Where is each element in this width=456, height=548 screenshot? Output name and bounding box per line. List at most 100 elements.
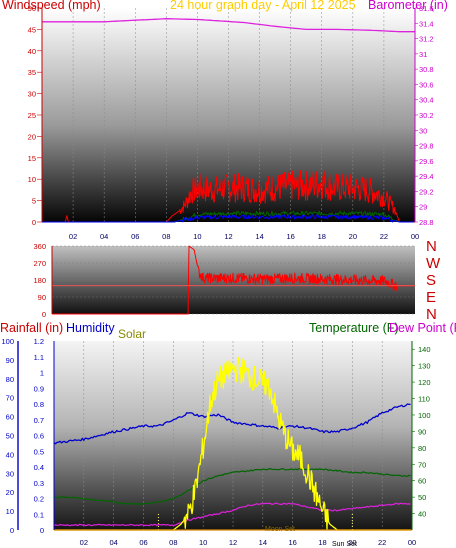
wind-x-tick-label: 00 [411,232,419,241]
direction-label-n-bottom: N [426,306,437,323]
direction-tick-label: 360 [33,242,46,251]
barometer-tick-label: 30.8 [419,65,434,74]
windspeed-tick-label: 15 [28,154,36,163]
humidity-axis-label: Humidity [66,321,115,335]
temperature-tick-label: 120 [418,378,431,387]
humidity-tick-label: 70 [6,394,14,403]
wind-x-tick-label: 04 [100,232,108,241]
barometer-tick-label: 29 [419,203,427,212]
wind-x-tick-label: 16 [286,232,294,241]
humidity-line [53,403,411,445]
direction-tick-label: 180 [33,276,46,285]
climate-x-tick-label: 00 [408,538,416,547]
wind-direction-line [52,245,415,315]
moon-set-annotation: Moon Set [265,526,295,533]
rainfall-tick-label: 0.5 [34,447,44,456]
barometer-tick-label: 31.4 [419,19,434,28]
wind-x-tick-label: 02 [69,232,77,241]
solar-axis-label: Solar [118,327,147,341]
rainfall-tick-label: 0.6 [34,432,44,441]
climate-x-tick-label: 02 [80,538,88,547]
temperature-axis-label: Temperature (F) [309,321,399,335]
direction-tick-label: 270 [33,259,46,268]
temperature-tick-label: 110 [418,395,430,404]
climate-x-tick-label: 18 [318,538,326,547]
barometer-tick-label: 28.8 [419,218,434,227]
temperature-tick-label: 50 [418,493,426,502]
barometer-tick-label: 29.4 [419,172,434,181]
humidity-tick-label: 30 [6,469,14,478]
direction-label-w: W [426,255,441,272]
humidity-tick-label: 100 [1,337,14,346]
temperature-tick-label: 90 [418,427,426,436]
windspeed-tick-label: 30 [28,90,36,99]
temperature-tick-label: 140 [418,345,431,354]
direction-tick-label: 90 [38,293,46,302]
humidity-tick-label: 10 [6,507,14,516]
temperature-tick-label: 70 [418,460,426,469]
rainfall-tick-label: 0.4 [34,463,44,472]
wind-x-tick-label: 14 [255,232,263,241]
rainfall-tick-label: 0.3 [34,479,44,488]
temperature-tick-label: 60 [418,477,426,486]
wind-x-tick-label: 06 [131,232,139,241]
wind-speed-line [42,214,415,223]
barometer-tick-label: 31.2 [419,35,434,44]
humidity-tick-label: 50 [6,432,14,441]
wind-x-tick-label: 12 [224,232,232,241]
windspeed-tick-label: 50 [28,4,36,13]
windspeed-tick-label: 10 [28,175,36,184]
barometer-tick-label: 30.4 [419,96,434,105]
climate-x-tick-label: 08 [169,538,177,547]
barometer-tick-label: 31.6 [419,4,434,13]
temperature-tick-label: 40 [418,510,426,519]
humidity-tick-label: 80 [6,375,14,384]
wind-x-tick-label: 18 [318,232,326,241]
direction-label-s: S [426,272,437,289]
humidity-tick-label: 40 [6,450,14,459]
barometer-tick-label: 30.6 [419,80,434,89]
windspeed-tick-label: 20 [28,132,36,141]
temperature-tick-label: 130 [418,362,431,371]
barometer-line [42,18,415,33]
barometer-tick-label: 29.2 [419,187,434,196]
direction-tick-label: 0 [42,310,46,319]
windspeed-tick-label: 35 [28,68,36,77]
climate-x-tick-label: 22 [378,538,386,547]
climate-x-tick-label: 20 [348,538,356,547]
wind-panel-background [42,8,415,222]
dewpoint-axis-label: Dew Point (F) [389,321,456,335]
climate-x-tick-label: 06 [139,538,147,547]
temperature-tick-label: 100 [418,411,431,420]
rainfall-tick-label: 1.2 [34,337,44,346]
wind-x-tick-label: 22 [380,232,388,241]
rainfall-tick-label: 0 [40,526,44,535]
dew-point-line [53,502,411,527]
wind-x-tick-label: 08 [162,232,170,241]
humidity-tick-label: 0 [10,526,14,535]
climate-x-tick-label: 14 [259,538,267,547]
rainfall-tick-label: 0.8 [34,400,44,409]
windspeed-axis-label: Windspeed (mph) [2,0,101,12]
barometer-tick-label: 30.2 [419,111,434,120]
windspeed-tick-label: 0 [32,218,36,227]
windspeed-tick-label: 40 [28,47,36,56]
temperature-tick-label: 80 [418,444,426,453]
rainfall-tick-label: 0.7 [34,416,44,425]
rainfall-tick-label: 1.1 [34,353,44,362]
climate-x-tick-label: 04 [109,538,117,547]
rainfall-tick-label: 0.1 [34,510,44,519]
humidity-tick-label: 20 [6,488,14,497]
climate-x-tick-label: 16 [288,538,296,547]
humidity-tick-label: 90 [6,356,14,365]
windspeed-tick-label: 45 [28,25,36,34]
barometer-tick-label: 29.6 [419,157,434,166]
barometer-tick-label: 31 [419,50,427,59]
sun-set-annotation: Sun Set [332,541,357,548]
barometer-tick-label: 30 [419,126,427,135]
climate-x-tick-label: 12 [229,538,237,547]
temperature-line [53,467,411,505]
rainfall-axis-label: Rainfall (in) [0,321,64,335]
wind-x-tick-label: 10 [193,232,201,241]
